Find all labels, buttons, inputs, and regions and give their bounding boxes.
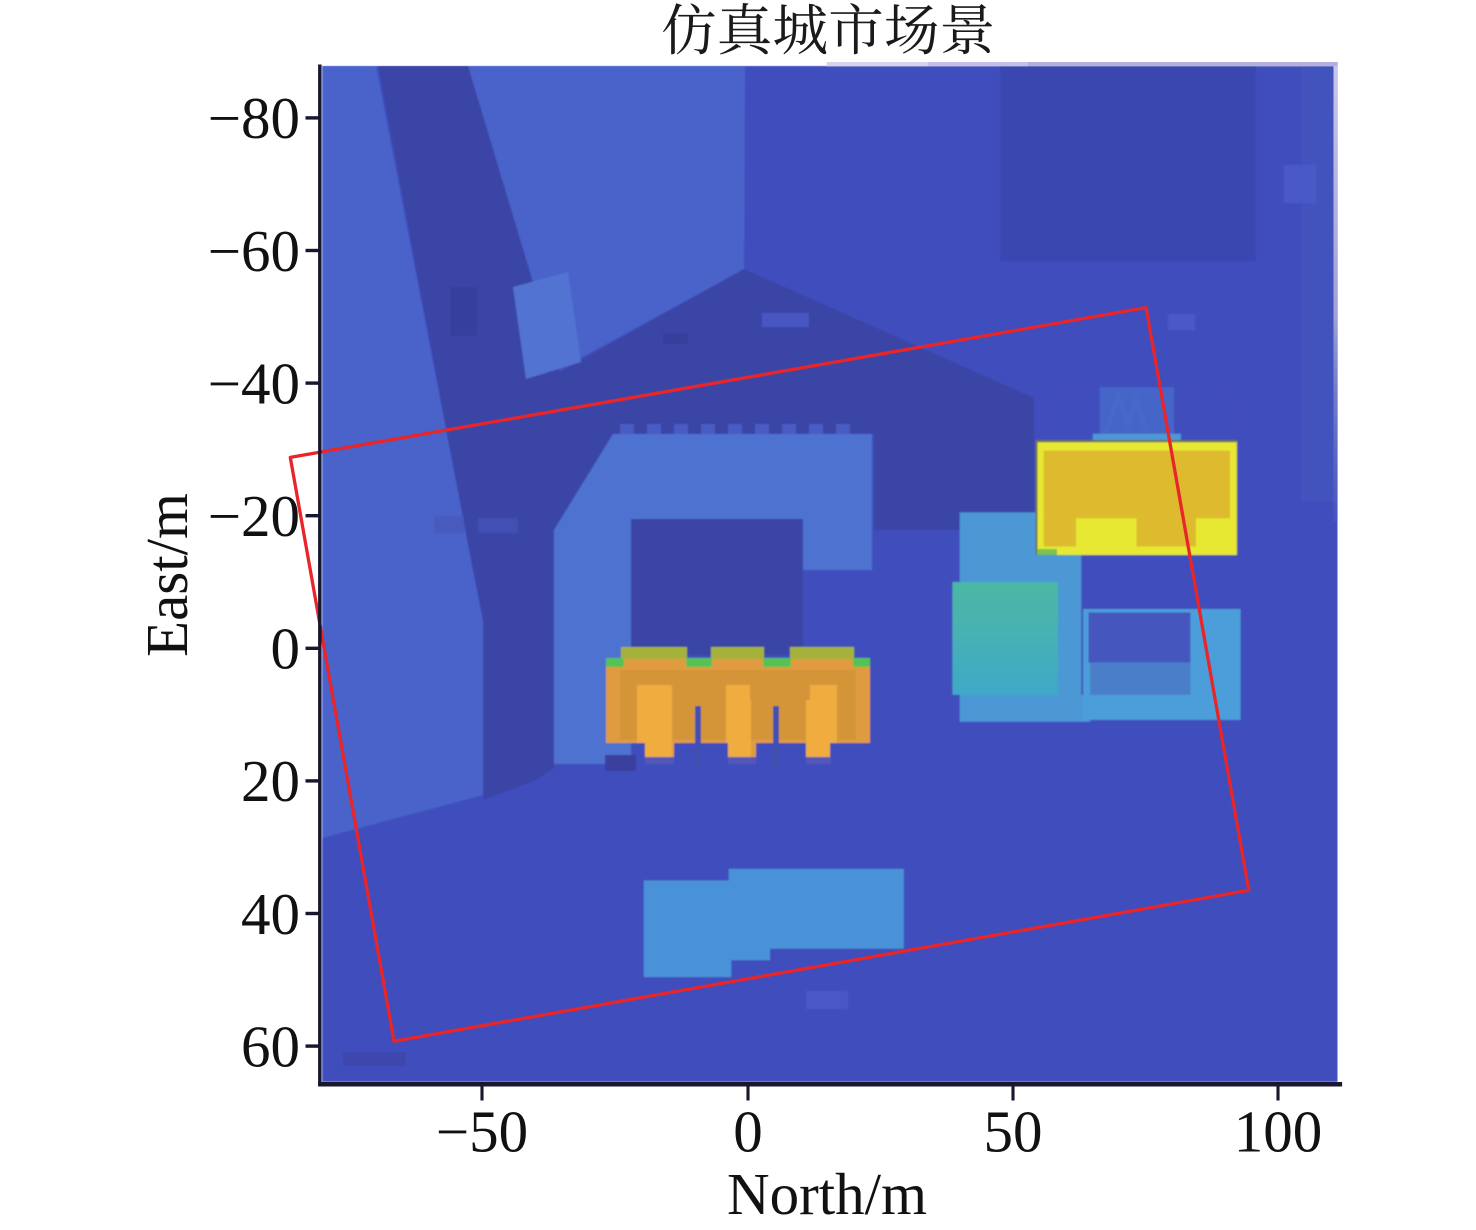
svg-text:North/m: North/m <box>727 1161 927 1227</box>
svg-text:−20: −20 <box>208 483 300 549</box>
svg-text:−60: −60 <box>208 218 300 284</box>
svg-text:60: 60 <box>241 1013 300 1079</box>
svg-text:0: 0 <box>733 1099 763 1165</box>
svg-text:East/m: East/m <box>134 493 200 657</box>
svg-text:−40: −40 <box>208 350 300 416</box>
svg-text:100: 100 <box>1234 1099 1323 1165</box>
svg-text:−50: −50 <box>436 1099 528 1165</box>
svg-text:40: 40 <box>241 881 300 947</box>
svg-text:50: 50 <box>984 1099 1043 1165</box>
svg-text:20: 20 <box>241 748 300 814</box>
svg-text:0: 0 <box>271 616 301 682</box>
svg-text:−80: −80 <box>208 85 300 151</box>
